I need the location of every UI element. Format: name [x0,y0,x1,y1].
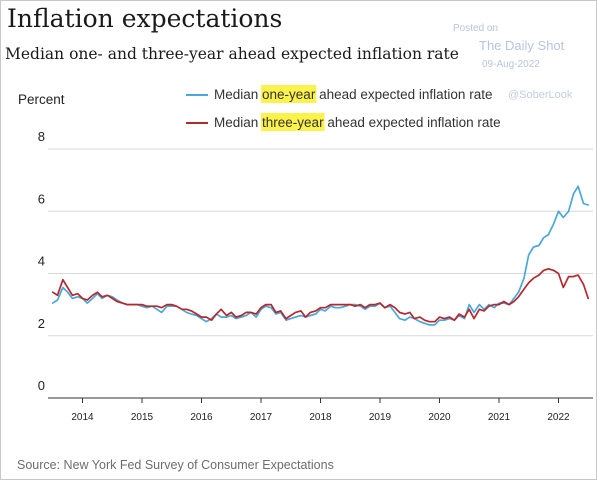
x-axis-ticks: 2014 2015 2016 2017 2018 2019 2020 2021 2022 [71,398,570,423]
x-tick-label: 2019 [369,412,392,423]
x-tick-label: 2022 [547,412,570,423]
legend-label-prefix: Median [214,115,262,130]
y-tick-label: 6 [38,191,45,206]
series-line-three-year [51,267,590,323]
watermark-handle: @SoberLook [508,89,573,101]
x-tick-label: 2020 [428,412,451,423]
series-line-one-year [51,185,590,326]
x-tick-label: 2016 [190,412,213,423]
series-lines [51,185,590,326]
y-tick-label: 8 [38,129,45,144]
legend-highlight-three-year [261,113,325,131]
legend: Median one-year ahead expected inflation… [186,85,501,131]
watermark-date: 09-Aug-2022 [482,59,540,70]
x-tick-label: 2015 [131,412,154,423]
legend-label-three-year: Median three-year ahead expected inflati… [214,115,501,130]
legend-label-highlight: one-year [262,87,316,102]
x-tick-label: 2017 [250,412,273,423]
legend-label-suffix: ahead expected inflation rate [324,115,501,130]
chart-title: Inflation expectations [7,4,283,33]
source-note: Source: New York Fed Survey of Consumer … [17,458,334,472]
chart-subtitle: Median one- and three-year ahead expecte… [5,45,459,63]
legend-highlight-one-year [261,85,317,103]
y-tick-label: 2 [38,316,45,331]
y-axis-label: Percent [18,92,65,107]
y-tick-label: 4 [38,254,45,269]
x-tick-label: 2014 [71,412,94,423]
watermark-site: The Daily Shot [479,38,565,53]
legend-label-one-year: Median one-year ahead expected inflation… [214,87,492,102]
x-tick-label: 2018 [309,412,332,423]
gridlines [48,148,593,337]
x-tick-label: 2021 [488,412,511,423]
y-tick-label: 0 [38,378,45,393]
y-axis-ticks: 0 2 4 6 8 [38,129,45,393]
watermark-posted: Posted on [453,23,499,34]
legend-label-prefix: Median [214,87,262,102]
legend-label-suffix: ahead expected inflation rate [315,87,492,102]
legend-label-highlight: three-year [262,115,324,130]
